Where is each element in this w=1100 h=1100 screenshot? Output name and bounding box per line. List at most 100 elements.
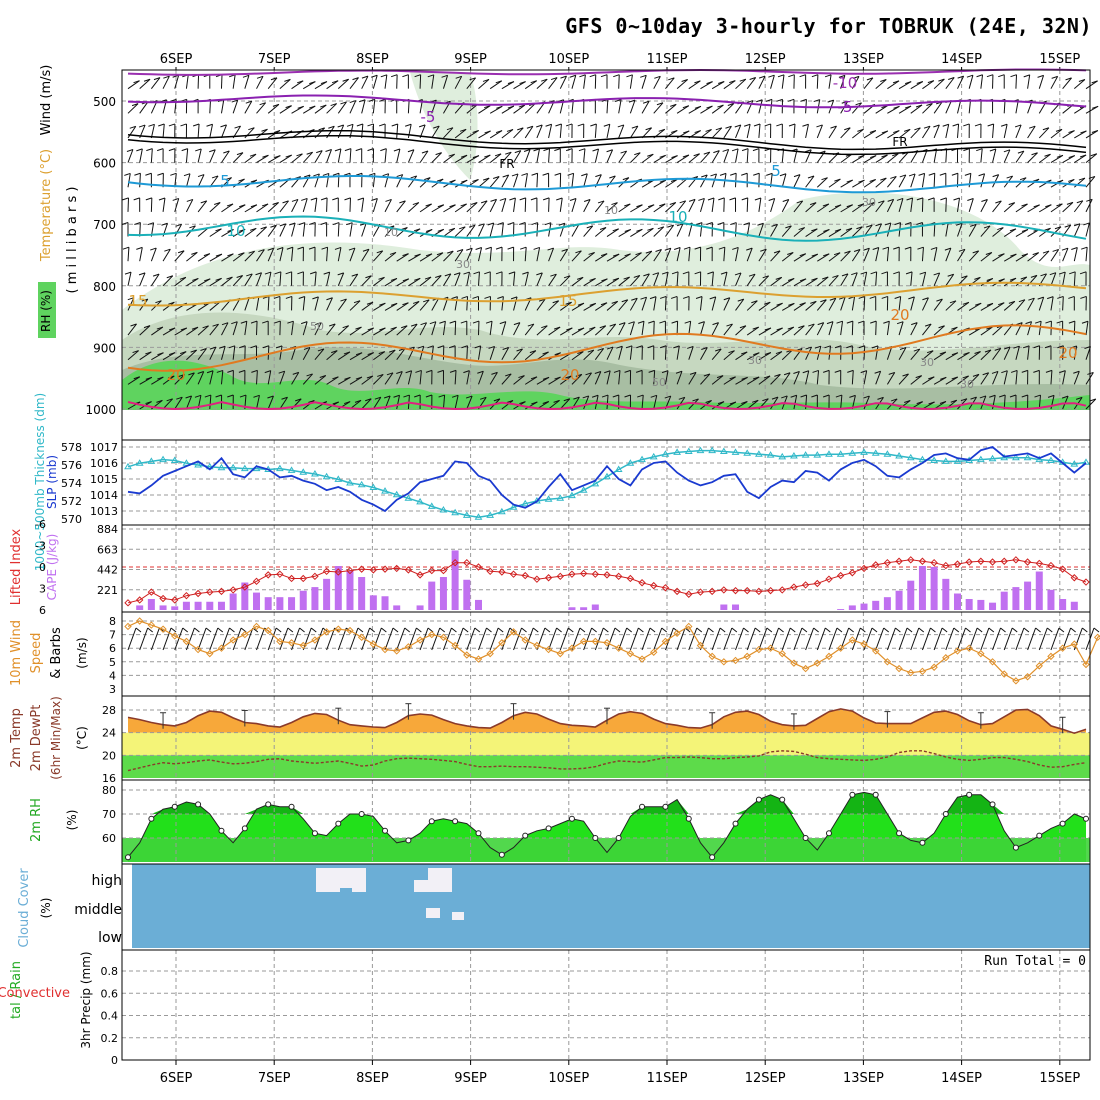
wind-barb-flag (989, 394, 996, 398)
wind-barb-flag (312, 296, 319, 300)
wind-barb (162, 352, 176, 361)
thickness-point (649, 452, 658, 460)
wind10m-barb-flag (275, 627, 282, 633)
wind10m-point (836, 644, 845, 652)
wind-barb-flag (507, 222, 515, 225)
wind-barb (595, 253, 608, 262)
rh2m-point (779, 796, 786, 803)
wind-barb-flag (1044, 153, 1051, 157)
wind-barb (641, 179, 655, 188)
wind-barb (349, 148, 352, 163)
wind-barb-flag (1061, 247, 1069, 251)
wind-barb-flag (936, 298, 943, 302)
wind-barb-flag (1008, 202, 1015, 206)
wind-barb (524, 323, 535, 336)
wind-barb-flag (285, 154, 292, 158)
wind-barb-flag (896, 197, 904, 201)
cape-bar (136, 605, 144, 610)
wind-barb-flag (262, 320, 269, 324)
wind10m-barb-flag (240, 627, 247, 633)
cloud-bg (132, 864, 1090, 948)
wind10m-point (287, 639, 296, 647)
wind-barb-flag (765, 98, 773, 102)
wind-barb (618, 276, 630, 287)
wind-barb-flag (974, 351, 981, 355)
wind-barb (232, 321, 238, 336)
wind-barb-flag (669, 201, 676, 205)
wind-barb (279, 223, 287, 237)
wind-barb (489, 321, 493, 336)
wind-barb-flag (979, 395, 986, 399)
wind-barb (700, 373, 711, 385)
cape-bar (439, 577, 447, 610)
wind-barb-flag (635, 252, 642, 256)
cape-bar (393, 605, 401, 610)
wind-barb-flag (519, 197, 526, 201)
lifted-index-point (1000, 557, 1008, 565)
wind-barb (524, 103, 536, 114)
wind-barb-flag (554, 148, 561, 152)
wind-barb-flag (444, 273, 451, 277)
wind-barb (945, 124, 950, 139)
wind-barb (816, 299, 827, 311)
wind-barb-flag (223, 150, 230, 154)
wind-barb (606, 124, 611, 139)
wind-barb-flag (760, 248, 767, 252)
wind-barb-flag (183, 173, 191, 177)
wind-barb (746, 124, 751, 139)
wind-barb-flag (741, 148, 749, 152)
wind-axis-label: Wind (m/s) (39, 65, 54, 136)
wind-barb-flag (668, 77, 675, 81)
wind-barb (851, 76, 860, 89)
wind-barb (863, 248, 870, 262)
wind-barb-flag (477, 370, 484, 374)
cape-bar (253, 592, 261, 610)
wind-barb-flag (410, 175, 417, 179)
wind-barb (267, 77, 278, 89)
wind-barb-flag (933, 272, 940, 276)
wind-barb-flag (601, 394, 609, 398)
wind-barb (349, 222, 353, 237)
wind-barb-flag (189, 225, 196, 229)
wind10m-barb-flag (965, 627, 971, 633)
wind-barb (1015, 150, 1025, 163)
wind-barb (664, 271, 669, 286)
wind-barb (817, 203, 830, 213)
rh2m-units-label: (%) (65, 810, 79, 831)
wind-barb (898, 373, 909, 385)
wind-barb (548, 326, 561, 336)
wind-barb-flag (1068, 155, 1075, 159)
wind-barb-flag (163, 75, 170, 79)
wind-barb-flag (1061, 395, 1069, 399)
wind-barb-flag (318, 127, 325, 131)
thickness-axis-label: 1000~500mb Thickness (dm) (33, 393, 47, 571)
wind-barb-flag (342, 78, 349, 82)
wind-barb (571, 250, 582, 262)
wind-barb (594, 325, 607, 336)
date-label-top: 11SEP (647, 52, 688, 67)
thickness-point (813, 451, 822, 458)
wind10m-barb-flag (416, 627, 422, 633)
wind10m-point (346, 626, 354, 635)
wind-barb-flag (558, 222, 565, 226)
wind-barb (244, 100, 253, 114)
wind-barb (396, 227, 408, 237)
cape-bar (1024, 581, 1032, 610)
wind-barb-flag (737, 298, 744, 302)
wind-barb-flag (634, 152, 641, 156)
wind-barb (595, 302, 608, 311)
wind-barb-flag (200, 200, 207, 204)
precip-tick: 0.8 (101, 965, 119, 978)
wind-barb (1015, 299, 1026, 311)
wind10m-barb (676, 627, 686, 651)
wind-barb-flag (204, 394, 212, 398)
wind10m-barb-flag (778, 627, 784, 633)
wind-barb (583, 148, 586, 163)
wind-barb-flag (255, 272, 262, 276)
wind10m-barb (1050, 627, 1060, 651)
wind-barb (396, 253, 409, 262)
wind-barb (407, 370, 413, 385)
wind10m-point (614, 644, 623, 652)
wind-barb (700, 347, 708, 360)
wind-barb (361, 375, 374, 385)
